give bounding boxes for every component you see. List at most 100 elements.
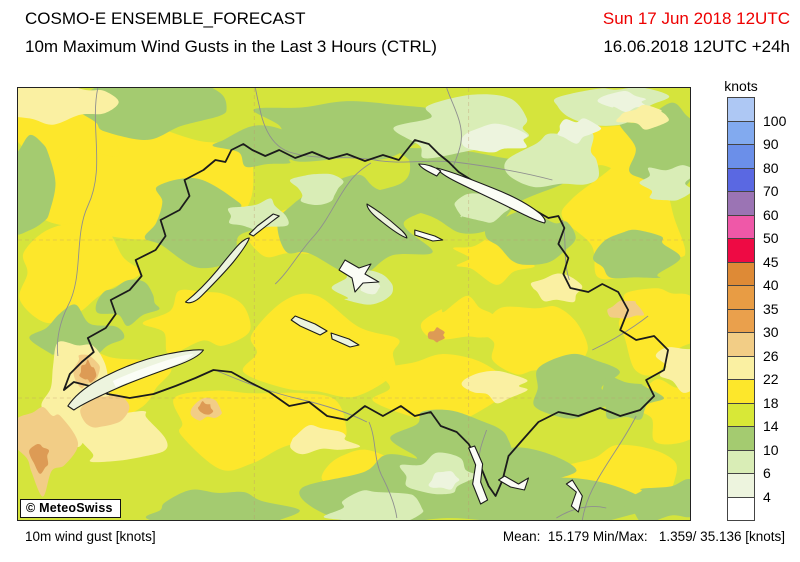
wind-gust-patch <box>594 376 664 420</box>
wind-gust-map-canvas <box>18 88 690 520</box>
wind-gust-patch <box>29 443 50 474</box>
wind-gust-patch <box>504 131 600 188</box>
wind-gust-patch <box>428 471 460 490</box>
wind-gust-patch <box>639 165 690 201</box>
legend-tick-label: 10 <box>763 441 779 458</box>
legend-swatch <box>727 473 755 498</box>
wind-gust-patch <box>145 489 300 520</box>
wind-gust-patch <box>489 477 652 520</box>
legend-swatch <box>727 402 755 427</box>
legend-tick-label: 70 <box>763 183 779 199</box>
field-statistics-label: Mean: 15.179 Min/Max: 1.359/ 35.136 [kno… <box>502 529 785 544</box>
wind-gust-patch <box>197 401 214 415</box>
legend-swatch <box>727 97 755 122</box>
legend-tick-label: 35 <box>763 300 779 317</box>
legend-tick-label: 18 <box>763 394 779 411</box>
legend-tick-label: 60 <box>763 206 779 223</box>
copyright-badge: © MeteoSwiss <box>20 499 121 518</box>
valid-date-label: Sun 17 Jun 2018 12UTC <box>602 9 790 28</box>
wind-gust-patch <box>18 134 56 235</box>
wind-gust-patch <box>607 300 645 319</box>
legend-swatch <box>727 449 755 474</box>
lake-maggiore <box>468 445 489 505</box>
legend-swatch <box>727 144 755 169</box>
wind-gust-patch <box>290 424 361 455</box>
legend-swatch <box>727 379 755 404</box>
legend-tick-label: 80 <box>763 159 779 176</box>
legend-swatch <box>727 167 755 192</box>
river-line <box>56 88 99 357</box>
legend-swatch <box>727 426 755 451</box>
legend-swatch <box>727 120 755 145</box>
river-line <box>368 421 398 519</box>
legend-tick-label: 6 <box>763 465 771 481</box>
wind-gust-patch <box>18 88 119 125</box>
legend-swatch <box>727 191 755 216</box>
legend-swatch <box>727 261 755 286</box>
river-line <box>592 315 649 351</box>
lake-lucerne <box>338 259 380 293</box>
legend-tick-label: 90 <box>763 136 779 152</box>
wind-gust-patch <box>242 293 400 398</box>
forecast-map: © MeteoSwiss <box>17 87 691 521</box>
legend-tick-label: 40 <box>763 277 779 293</box>
wind-gust-patch <box>144 177 279 269</box>
lake-zurich <box>366 203 408 239</box>
legend-tick-label: 100 <box>763 112 787 129</box>
river-line <box>556 506 607 519</box>
legend-tick-label: 4 <box>763 488 771 505</box>
legend-tick-label: 45 <box>763 253 779 270</box>
lake-geneva-inner <box>112 354 194 387</box>
wind-gust-patch <box>289 173 344 206</box>
legend-tick-label: 30 <box>763 324 779 340</box>
legend-swatch <box>727 214 755 239</box>
river-line <box>446 88 462 169</box>
lake-walen <box>414 229 444 242</box>
wind-gust-patch <box>420 295 504 340</box>
wind-gust-patch <box>484 210 576 265</box>
lake-constance-untersee <box>418 163 442 177</box>
lake-como <box>565 479 583 513</box>
legend-swatch <box>727 496 755 521</box>
wind-gust-patch <box>390 409 512 469</box>
river-line <box>274 162 372 285</box>
page-subtitle: 10m Maximum Wind Gusts in the Last 3 Hou… <box>25 37 437 56</box>
wind-gust-patch <box>227 198 289 231</box>
lake-brienz <box>330 332 360 348</box>
river-line <box>254 88 553 181</box>
wind-gust-patch <box>592 229 681 279</box>
legend-swatch <box>727 238 755 263</box>
wind-gust-patch <box>461 123 528 153</box>
lake-neuchatel <box>184 237 250 304</box>
wind-gust-patch <box>616 104 669 130</box>
wind-gust-patch <box>597 91 647 113</box>
lake-lugano <box>498 475 530 491</box>
wind-gust-patch <box>29 304 125 364</box>
legend-swatch <box>727 332 755 357</box>
wind-gust-patch <box>655 347 690 393</box>
legend-tick-label: 14 <box>763 418 779 434</box>
legend-swatch <box>727 355 755 380</box>
wind-gust-patch <box>79 359 97 383</box>
wind-gust-patch <box>323 490 424 520</box>
wind-gust-patch <box>427 327 445 343</box>
parameter-label: 10m wind gust [knots] <box>25 529 156 544</box>
wind-gust-patch <box>95 279 160 326</box>
wind-gust-patch <box>530 273 583 303</box>
legend-tick-label: 26 <box>763 347 779 364</box>
river-line <box>581 415 637 520</box>
lake-biel <box>248 213 280 237</box>
wind-gust-patch <box>461 370 528 404</box>
legend-tick-label: 50 <box>763 230 779 246</box>
lake-constance <box>436 167 546 224</box>
legend-swatch <box>727 308 755 333</box>
wind-gust-patch <box>372 354 516 421</box>
legend-swatch <box>727 285 755 310</box>
legend-tick-label: 22 <box>763 371 779 387</box>
river-line <box>217 370 368 423</box>
model-run-label: 16.06.2018 12UTC +24h <box>603 37 790 56</box>
wind-gust-patch <box>533 353 620 419</box>
wind-gust-patch <box>620 479 690 520</box>
lake-thun <box>290 315 328 336</box>
